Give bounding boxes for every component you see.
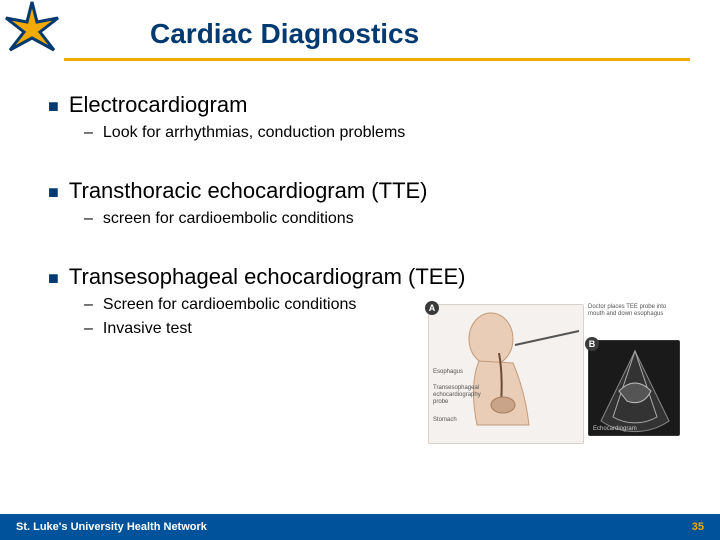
bullet-l1: ■ Electrocardiogram bbox=[48, 92, 680, 118]
bullet-l2: – Look for arrhythmias, conduction probl… bbox=[84, 124, 680, 142]
slide-title: Cardiac Diagnostics bbox=[150, 18, 680, 50]
spacer bbox=[48, 142, 680, 166]
footer-bar: St. Luke's University Health Network 35 bbox=[0, 514, 720, 540]
l2-text: screen for cardioembolic conditions bbox=[103, 210, 354, 228]
dash-icon: – bbox=[84, 320, 93, 338]
footer-org: St. Luke's University Health Network bbox=[16, 521, 207, 533]
square-bullet-icon: ■ bbox=[48, 97, 59, 115]
illus-panel-b: B Echocardiogram bbox=[588, 340, 680, 436]
title-underline bbox=[64, 58, 690, 61]
illus-side-label: Stomach bbox=[433, 417, 473, 424]
illus-inset-label: Echocardiogram bbox=[593, 426, 637, 433]
dash-icon: – bbox=[84, 210, 93, 228]
illus-caption-right: Doctor places TEE probe into mouth and d… bbox=[588, 304, 680, 318]
bullet-l1: ■ Transthoracic echocardiogram (TTE) bbox=[48, 178, 680, 204]
panel-a-badge: A bbox=[425, 301, 439, 315]
spacer bbox=[48, 228, 680, 252]
l2-text: Screen for cardioembolic conditions bbox=[103, 296, 356, 314]
dash-icon: – bbox=[84, 296, 93, 314]
illus-panel-a: A Esophagus Transesophageal echocardiogr… bbox=[428, 304, 584, 444]
illus-side-label: Transesophageal echocardiography probe bbox=[433, 385, 475, 407]
slide: Cardiac Diagnostics ■ Electrocardiogram … bbox=[0, 0, 720, 540]
tee-illustration: A Esophagus Transesophageal echocardiogr… bbox=[424, 300, 684, 450]
dash-icon: – bbox=[84, 124, 93, 142]
square-bullet-icon: ■ bbox=[48, 269, 59, 287]
bullet-l1: ■ Transesophageal echocardiogram (TEE) bbox=[48, 264, 680, 290]
l2-text: Invasive test bbox=[103, 320, 192, 338]
l1-text: Electrocardiogram bbox=[69, 92, 248, 118]
square-bullet-icon: ■ bbox=[48, 183, 59, 201]
page-number: 35 bbox=[692, 521, 704, 533]
panel-b-badge: B bbox=[585, 337, 599, 351]
bullet-l2: – screen for cardioembolic conditions bbox=[84, 210, 680, 228]
echo-scan-icon bbox=[589, 341, 681, 437]
illus-side-label: Esophagus bbox=[433, 369, 473, 376]
title-wrap: Cardiac Diagnostics bbox=[150, 18, 680, 50]
l1-text: Transesophageal echocardiogram (TEE) bbox=[69, 264, 466, 290]
star-logo-icon bbox=[0, 0, 64, 64]
logo-corner bbox=[0, 0, 64, 64]
l1-text: Transthoracic echocardiogram (TTE) bbox=[69, 178, 428, 204]
l2-text: Look for arrhythmias, conduction problem… bbox=[103, 124, 405, 142]
